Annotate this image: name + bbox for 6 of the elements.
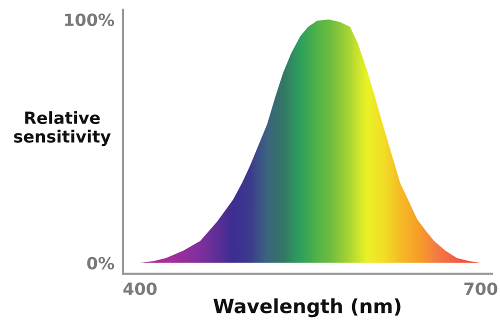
x-tick-label: 400	[123, 282, 157, 296]
y-tick-label: 100%	[65, 13, 114, 26]
y-tick-label: 0%	[87, 256, 114, 270]
y-axis-title: Relative sensitivity	[14, 111, 111, 146]
x-tick-label: 700	[464, 282, 498, 296]
x-axis-title: Wavelength (nm)	[214, 298, 400, 318]
